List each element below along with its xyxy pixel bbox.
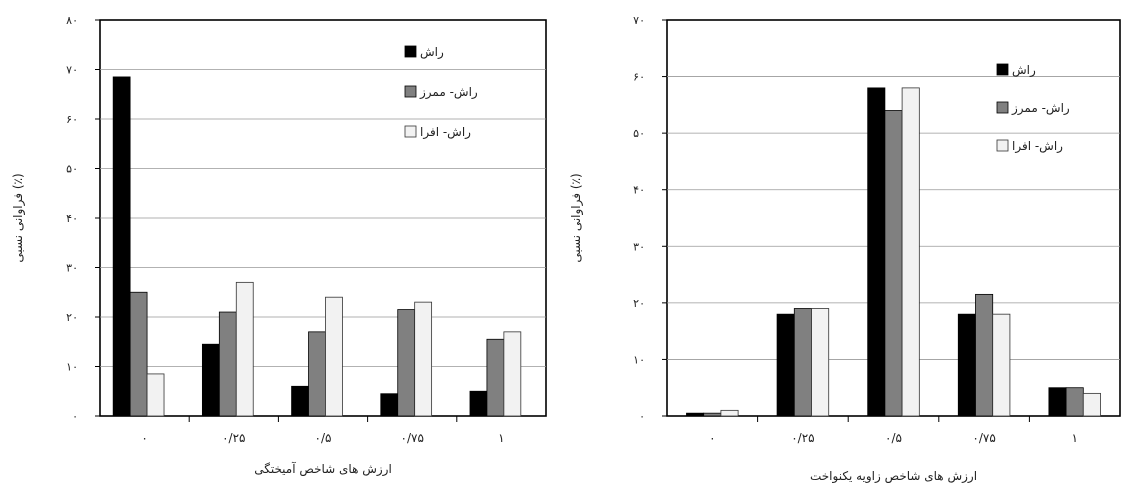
chart-uniform-angle-index-svg: ٠ ١٠ ٢٠ ٣٠ ۴٠ ۵٠ ۶٠ ٧٠ ٠ ٠/٢۵ ٠/۵ ٠/٧۵ ١ ارزش های شاخ… (569, 14, 1121, 484)
bar-3-5 (1082, 392, 1101, 417)
legend-swatch-3 (996, 139, 1009, 152)
y-tick-label: ۶٠ (633, 71, 645, 84)
bar-2-1 (703, 412, 722, 417)
bar-2-3 (308, 331, 326, 417)
bar-3-3 (901, 87, 920, 417)
y-tick-label: ٧٠ (633, 14, 645, 27)
bar-3-1 (146, 373, 165, 417)
legend-label-1: راش (420, 45, 444, 60)
legend-swatch-2 (404, 85, 417, 98)
y-tick-label: ٢٠ (633, 297, 645, 310)
bar-2-4 (975, 293, 994, 417)
legend-swatch-2 (996, 101, 1009, 114)
chart-uniform-angle-index: ٠ ١٠ ٢٠ ٣٠ ۴٠ ۵٠ ۶٠ ٧٠ ٠ ٠/٢۵ ٠/۵ ٠/٧۵ ١ ارزش های شاخ… (562, 0, 1124, 494)
x-tick-label: ٠ (141, 431, 147, 445)
bar-2-3 (884, 110, 903, 417)
y-tick-label: ۵٠ (633, 127, 645, 140)
y-tick-label: ۵٠ (66, 163, 78, 176)
x-axis-title: ارزش های شاخص آمیختگی (254, 461, 392, 477)
bar-2-4 (397, 309, 416, 417)
x-axis-title: ارزش های شاخص زاویه یکنواخت (810, 469, 977, 484)
bar-1-4 (380, 393, 399, 417)
legend-swatch-1 (404, 45, 417, 58)
bar-1-3 (291, 385, 309, 417)
y-tick-label: ۶٠ (66, 113, 78, 126)
bar-1-1 (686, 412, 705, 417)
x-tick-label: ٠/٧۵ (972, 431, 995, 445)
bar-3-3 (325, 296, 343, 417)
bar-3-5 (503, 331, 522, 417)
x-tick-label: ١ (1071, 431, 1077, 445)
x-tick-label: ٠/۵ (885, 431, 902, 445)
bar-1-5 (1048, 387, 1067, 417)
bar-3-4 (414, 301, 433, 417)
y-tick-label: ۴٠ (66, 212, 78, 225)
x-tick-label: ٠/٧۵ (401, 431, 424, 445)
legend-label-3: راش- افرا (420, 125, 471, 140)
legend-swatch-3 (404, 125, 417, 138)
y-axis-title: فراوانی نسبی (٪) (11, 173, 26, 262)
bar-1-2 (201, 343, 220, 417)
y-tick-label: ٨٠ (66, 14, 78, 27)
y-tick-label: ٣٠ (66, 262, 78, 275)
bar-2-2 (218, 311, 237, 417)
legend-label-3: راش- افرا (1012, 139, 1063, 154)
x-tick-label: ١ (498, 431, 504, 445)
y-tick-label: ٠ (639, 410, 645, 423)
legend-label-2: راش- ممرز (1011, 101, 1070, 116)
x-tick-label: ٠/٢۵ (791, 431, 814, 445)
bar-3-1 (720, 409, 739, 417)
x-tick-label: ٠/۵ (315, 431, 332, 445)
y-tick-label: ٠ (72, 410, 78, 423)
bar-1-1 (112, 76, 131, 417)
bar-2-2 (793, 308, 812, 417)
y-tick-label: ١٠ (633, 353, 645, 366)
bar-2-5 (1065, 387, 1084, 417)
bar-1-5 (469, 390, 488, 417)
bar-3-4 (992, 313, 1011, 417)
legend-label-2: راش- ممرز (419, 85, 478, 100)
y-tick-label: ٣٠ (633, 240, 645, 253)
bar-2-5 (486, 338, 505, 417)
y-tick-label: ٢٠ (66, 311, 78, 324)
bar-2-1 (129, 291, 148, 417)
bar-1-3 (867, 87, 886, 417)
chart-mixing-index-svg: ٠ ١٠ ٢٠ ٣٠ ۴٠ ۵٠ ۶٠ ٧٠ ٨٠ ٠ ٠/٢۵ ٠/۵ ٠/٧۵ ١ ارزش های ش… (11, 14, 547, 477)
bar-1-2 (776, 313, 795, 417)
x-tick-label: ٠/٢۵ (222, 431, 245, 445)
y-tick-label: ١٠ (66, 361, 78, 374)
chart-mixing-index: ٠ ١٠ ٢٠ ٣٠ ۴٠ ۵٠ ۶٠ ٧٠ ٨٠ ٠ ٠/٢۵ ٠/۵ ٠/٧۵ ١ ارزش های ش… (0, 0, 562, 494)
legend-label-1: راش (1012, 63, 1036, 78)
x-tick-label: ٠ (709, 431, 715, 445)
y-tick-label: ۴٠ (633, 184, 645, 197)
y-tick-label: ٧٠ (66, 64, 78, 77)
legend-swatch-1 (996, 63, 1009, 76)
bar-3-2 (811, 308, 830, 417)
bar-3-2 (235, 281, 254, 417)
y-axis-title: فراوانی نسبی (٪) (569, 173, 584, 262)
bar-1-4 (957, 313, 976, 417)
